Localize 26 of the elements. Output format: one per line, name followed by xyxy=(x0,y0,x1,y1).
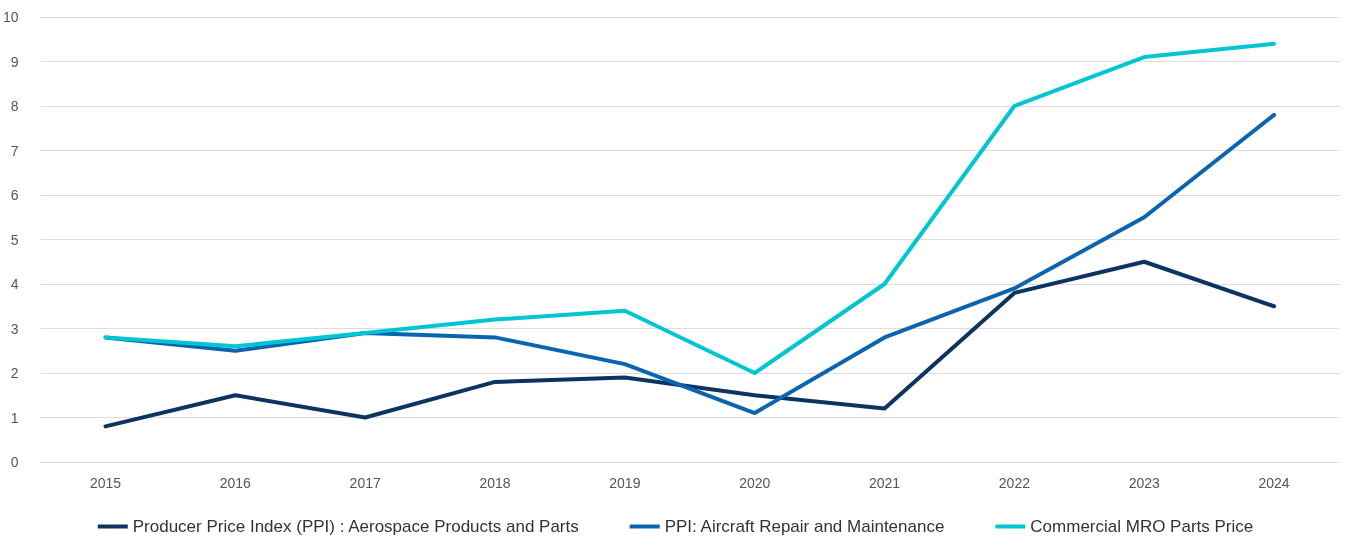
legend-label: Commercial MRO Parts Price xyxy=(1030,517,1254,536)
line-series xyxy=(103,259,1277,429)
x-tick-label: 2018 xyxy=(479,475,511,491)
x-tick-label: 2022 xyxy=(998,475,1031,491)
y-tick-label: 1 xyxy=(10,409,19,426)
y-tick-label: 9 xyxy=(10,53,19,70)
x-tick-label: 2017 xyxy=(349,475,381,491)
x-tick-label: 2015 xyxy=(89,475,122,491)
y-tick-label: 4 xyxy=(10,276,19,292)
x-tick-label: 2021 xyxy=(868,475,901,491)
x-tick-label: 2016 xyxy=(219,475,252,491)
y-tick-label: 0 xyxy=(10,454,19,470)
line-series xyxy=(103,41,1277,375)
y-tick-label: 2 xyxy=(10,365,19,381)
legend-label: Producer Price Index (PPI) : Aerospace Products and Parts xyxy=(132,517,579,536)
y-tick-label: 5 xyxy=(10,231,19,248)
y-tick-label: 10 xyxy=(2,9,19,25)
x-tick-label: 2023 xyxy=(1128,475,1161,491)
y-tick-label: 3 xyxy=(10,320,19,337)
x-tick-label: 2020 xyxy=(739,475,771,491)
x-tick-label: 2019 xyxy=(609,475,641,491)
y-tick-label: 8 xyxy=(10,98,19,114)
y-tick-label: 6 xyxy=(10,187,19,203)
x-tick-label: 2024 xyxy=(1258,475,1290,491)
legend-label: PPI: Aircraft Repair and Maintenance xyxy=(664,517,945,536)
y-tick-label: 7 xyxy=(10,142,19,159)
